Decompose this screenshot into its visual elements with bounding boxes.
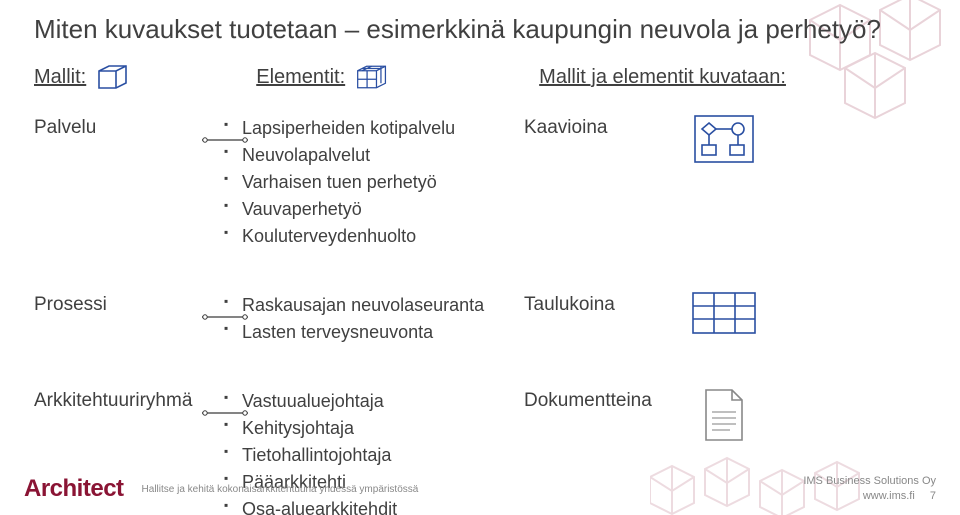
footer: Architect Hallitse ja kehitä kokonaisark… (0, 467, 960, 515)
legend-row: Mallit: Elementit: Mallit ja elementit k… (34, 60, 926, 94)
list-item: Tietohallintojohtaja (224, 442, 524, 469)
legend-elementit-label: Elementit: (256, 66, 345, 89)
list-item: Vastuualuejohtaja (224, 388, 524, 415)
footer-company: IMS Business Solutions Oy (803, 475, 936, 487)
list-item: Varhaisen tuen perhetyö (224, 169, 524, 196)
list-item: Neuvolapalvelut (224, 142, 524, 169)
row-format-label: Dokumentteina (524, 388, 684, 412)
list-item: Lasten terveysneuvonta (224, 319, 524, 346)
content-row: ProsessiRaskausajan neuvolaseurantaLaste… (34, 292, 926, 346)
cube-icon (96, 63, 130, 91)
list-item: Vauvaperhetyö (224, 196, 524, 223)
content-row: PalveluLapsiperheiden kotipalveluNeuvola… (34, 115, 926, 250)
list-item: Raskausajan neuvolaseuranta (224, 292, 524, 319)
list-item: Kehitysjohtaja (224, 415, 524, 442)
footer-page: 7 (930, 489, 936, 504)
row-label: Arkkitehtuuriryhmä (34, 388, 224, 412)
footer-url: www.ims.fi (863, 490, 915, 502)
row-label: Palvelu (34, 115, 224, 139)
document-icon (684, 388, 764, 442)
legend-describe-label: Mallit ja elementit kuvataan: (539, 66, 786, 89)
cube-grid-icon (355, 63, 389, 91)
footer-brand: Architect (24, 475, 124, 503)
list-item: Kouluterveydenhuolto (224, 223, 524, 250)
diagram-icon (684, 115, 764, 163)
list-item: Lapsiperheiden kotipalvelu (224, 115, 524, 142)
legend-mallit-label: Mallit: (34, 66, 86, 89)
row-format-label: Kaavioina (524, 115, 684, 139)
footer-tagline: Hallitse ja kehitä kokonaisarkkitehtuuri… (142, 484, 804, 495)
slide-title: Miten kuvaukset tuotetaan – esimerkkinä … (34, 14, 881, 45)
table-icon (684, 292, 764, 334)
row-items: Raskausajan neuvolaseurantaLasten tervey… (224, 292, 524, 346)
footer-right: IMS Business Solutions Oy www.ims.fi 7 (803, 474, 936, 505)
row-label: Prosessi (34, 292, 224, 316)
row-format-label: Taulukoina (524, 292, 684, 316)
row-items: Lapsiperheiden kotipalveluNeuvolapalvelu… (224, 115, 524, 250)
